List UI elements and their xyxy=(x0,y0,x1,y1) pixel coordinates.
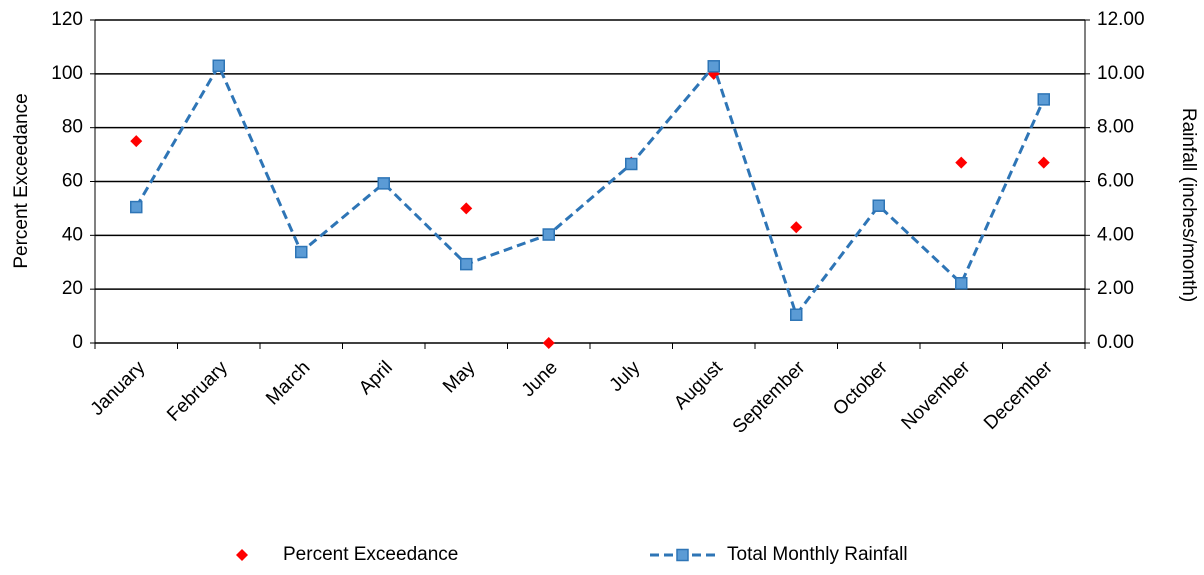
y-tick-label: 120 xyxy=(51,9,83,30)
y2-tick-label: 8.00 xyxy=(1097,117,1134,138)
point xyxy=(295,245,308,259)
point xyxy=(212,59,225,73)
point xyxy=(790,221,803,234)
x-tick-label: June xyxy=(518,357,562,401)
point xyxy=(707,60,720,73)
point xyxy=(1037,156,1050,169)
x-tick-label: August xyxy=(670,357,727,414)
x-tick-label: February xyxy=(163,357,232,426)
y-tick-label: 0 xyxy=(72,332,83,353)
y2-tick-label: 10.00 xyxy=(1097,63,1145,84)
point xyxy=(625,157,638,171)
point xyxy=(542,228,555,241)
y2-tick-label: 6.00 xyxy=(1097,171,1134,192)
point xyxy=(542,337,555,349)
point xyxy=(460,202,473,215)
x-tick-label: May xyxy=(439,357,480,398)
y2-tick-label: 12.00 xyxy=(1097,9,1145,30)
legend-marker xyxy=(236,549,248,561)
x-tick-label: January xyxy=(87,357,150,420)
point xyxy=(460,257,473,271)
x-tick-label: November xyxy=(898,357,975,434)
y2-tick-label: 2.00 xyxy=(1097,278,1134,299)
x-tick-label: March xyxy=(262,357,314,409)
y-tick-label: 100 xyxy=(51,63,83,84)
y-tick-label: 40 xyxy=(62,224,83,245)
y2-axis-label: Rainfall (inches/month) xyxy=(1178,108,1199,302)
y-tick-label: 20 xyxy=(62,278,83,299)
point xyxy=(130,135,143,148)
x-tick-label: April xyxy=(355,357,397,399)
point xyxy=(1037,93,1050,106)
y-tick-label: 80 xyxy=(62,117,83,138)
x-tick-label: December xyxy=(980,357,1057,434)
x-tick-label: September xyxy=(729,357,810,438)
point xyxy=(872,199,885,212)
point xyxy=(790,308,803,321)
y2-tick-label: 4.00 xyxy=(1097,224,1134,245)
point xyxy=(377,177,390,190)
legend-label: Total Monthly Rainfall xyxy=(727,544,908,565)
legend-label: Percent Exceedance xyxy=(283,544,458,565)
x-tick-label: July xyxy=(606,357,645,396)
y-tick-label: 60 xyxy=(62,171,83,192)
point xyxy=(955,156,968,169)
point xyxy=(955,276,968,290)
legend-marker xyxy=(676,548,689,562)
line xyxy=(134,62,1046,318)
y-axis-label: Percent Exceedance xyxy=(11,93,32,268)
y2-tick-label: 0.00 xyxy=(1097,332,1134,353)
x-tick-label: October xyxy=(829,357,892,420)
point xyxy=(130,200,143,214)
